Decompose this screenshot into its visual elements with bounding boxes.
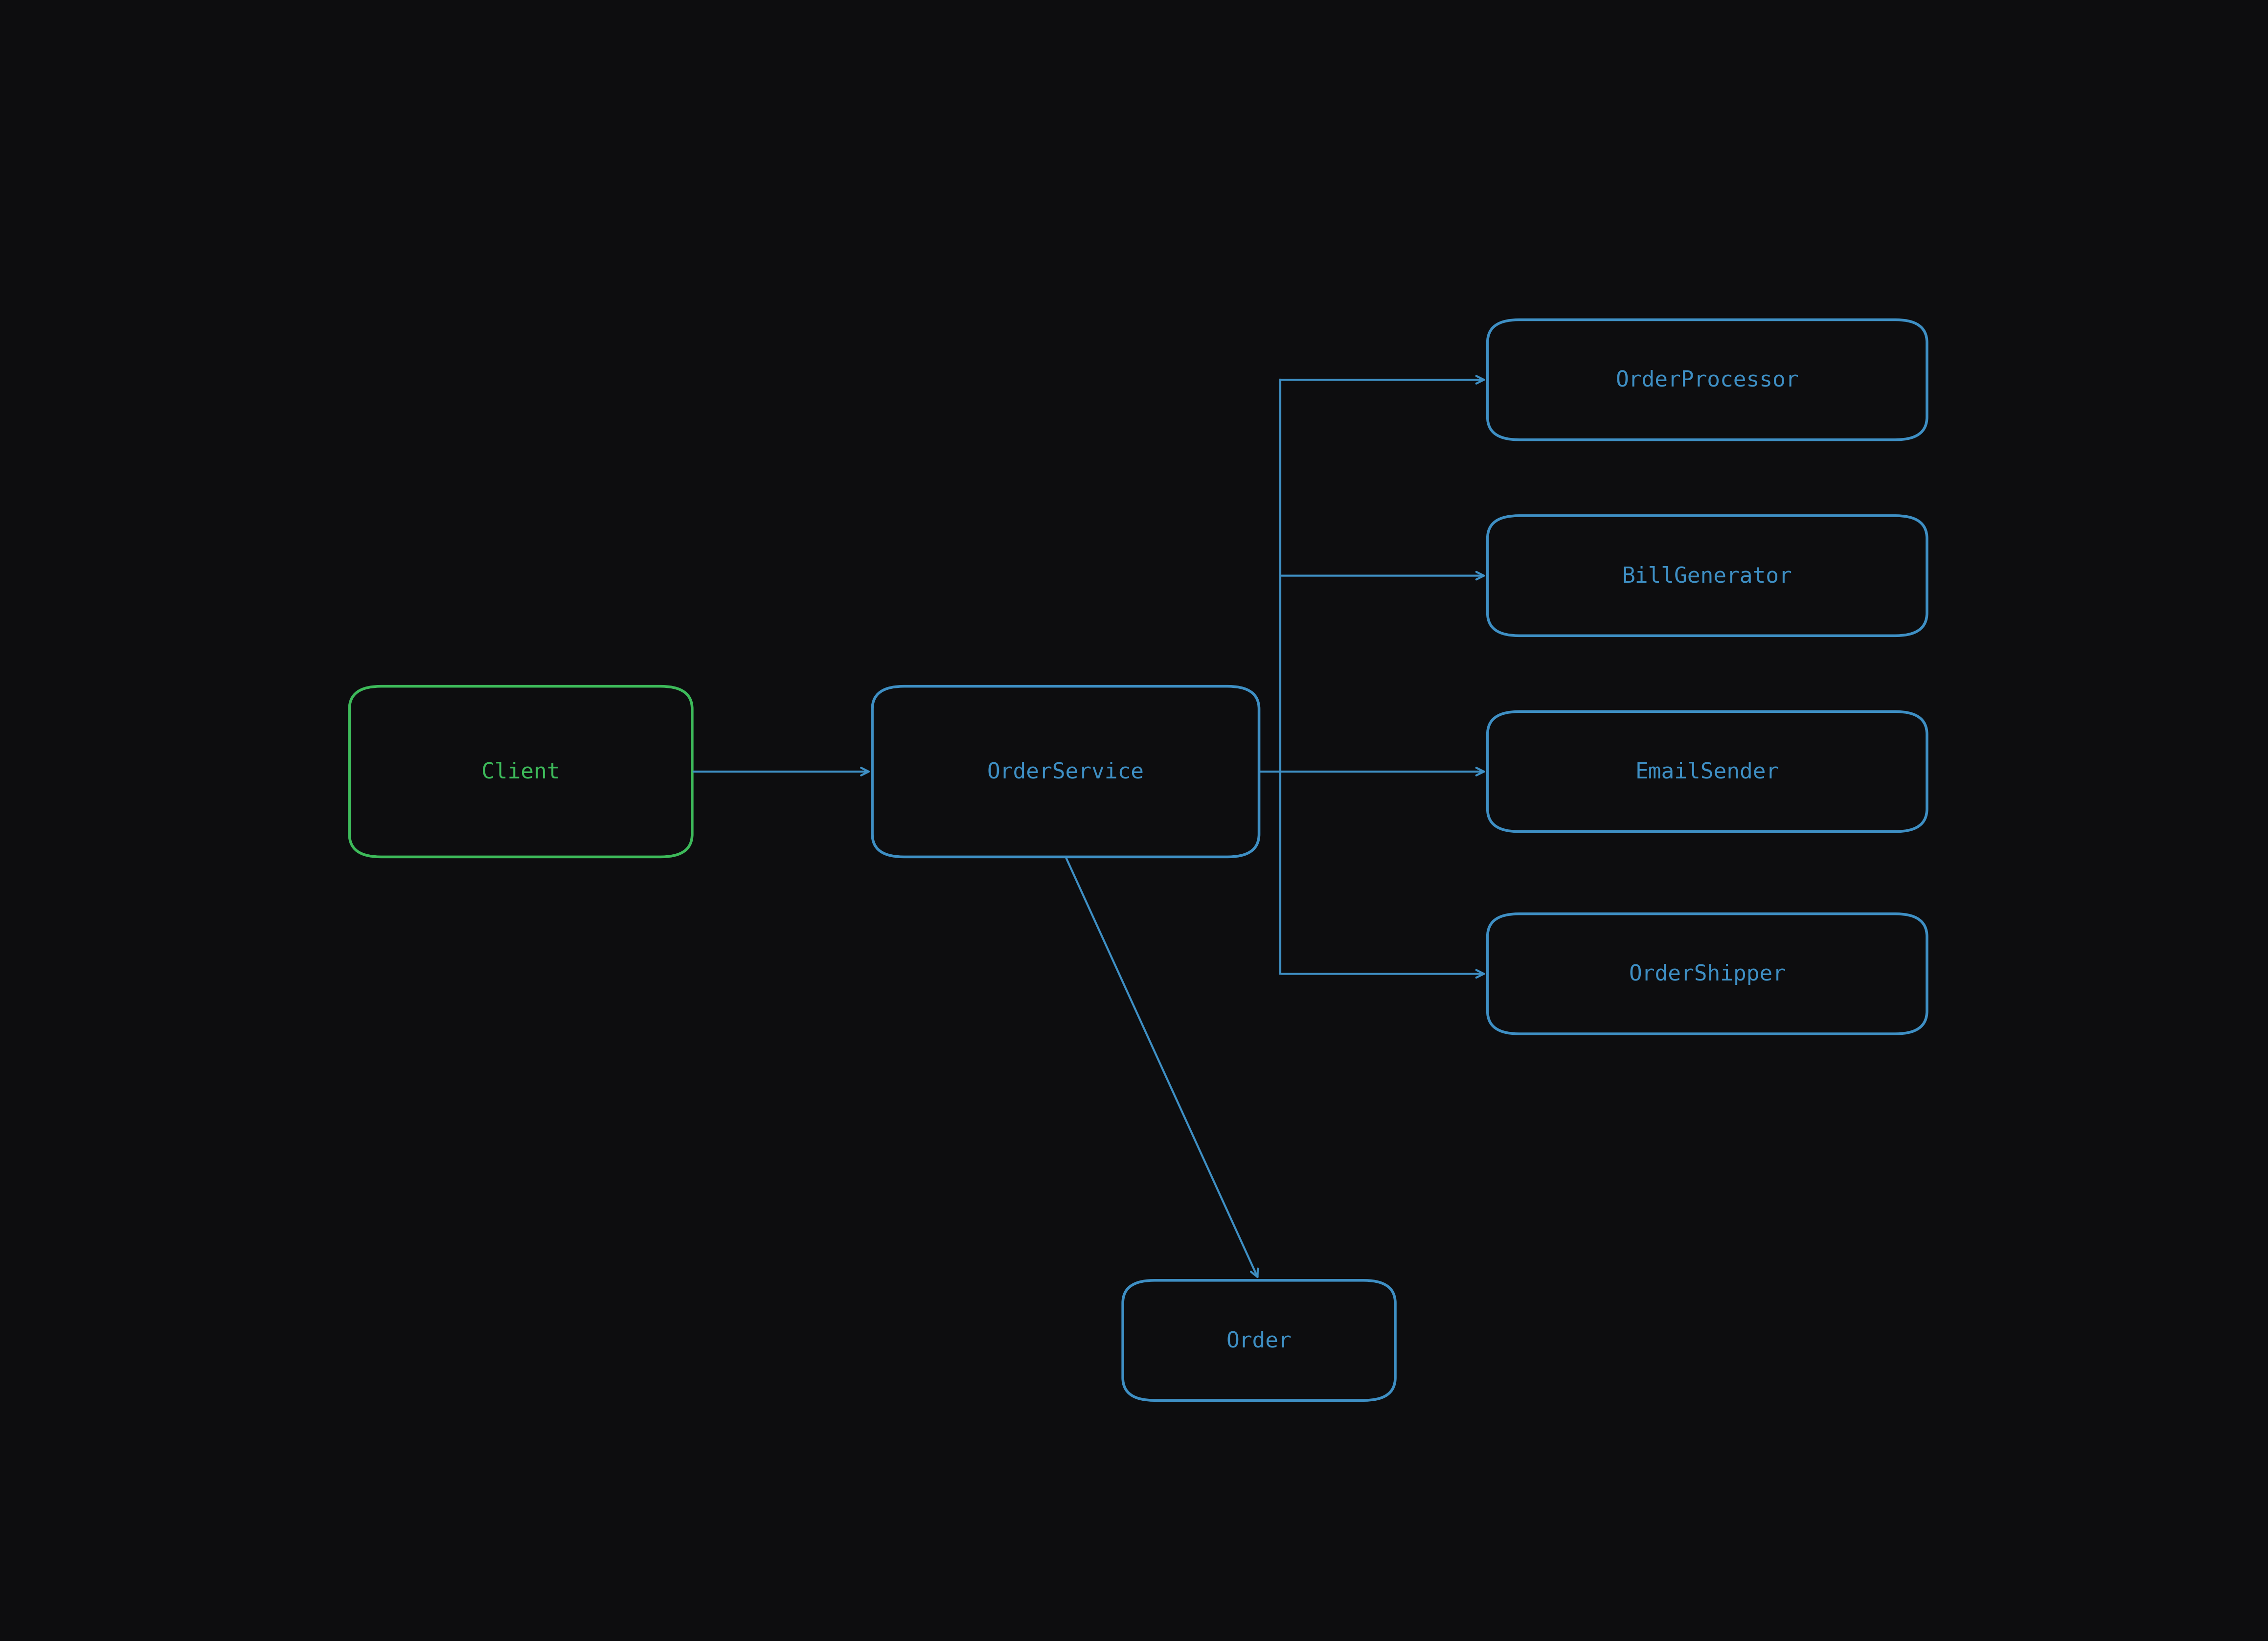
- Text: OrderProcessor: OrderProcessor: [1615, 369, 1799, 391]
- Text: Order: Order: [1227, 1329, 1293, 1351]
- FancyBboxPatch shape: [1123, 1280, 1395, 1400]
- Text: Client: Client: [481, 761, 560, 783]
- Text: OrderService: OrderService: [987, 761, 1143, 783]
- FancyBboxPatch shape: [873, 686, 1259, 857]
- FancyBboxPatch shape: [1488, 515, 1928, 637]
- FancyBboxPatch shape: [349, 686, 692, 857]
- FancyBboxPatch shape: [1488, 320, 1928, 440]
- FancyBboxPatch shape: [1488, 914, 1928, 1034]
- Text: BillGenerator: BillGenerator: [1622, 566, 1792, 586]
- Text: EmailSender: EmailSender: [1635, 761, 1778, 783]
- Text: OrderShipper: OrderShipper: [1628, 963, 1785, 985]
- FancyBboxPatch shape: [1488, 712, 1928, 832]
